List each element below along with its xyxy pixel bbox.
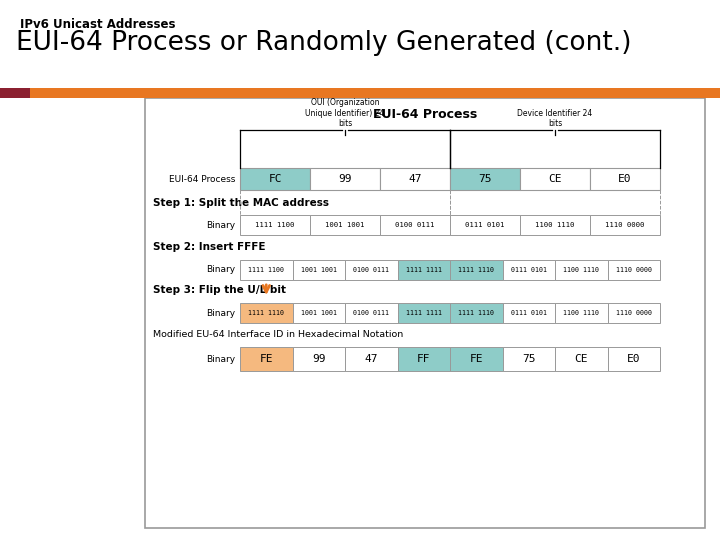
Bar [520, 215, 590, 235]
Text: 75: 75 [478, 174, 492, 184]
Text: Binary: Binary [206, 308, 235, 318]
Text: 47: 47 [364, 354, 378, 364]
Bar [450, 347, 503, 371]
Text: OUI (Organization
Unique Identifier) 24
bits: OUI (Organization Unique Identifier) 24 … [305, 98, 384, 128]
Bar [608, 260, 660, 280]
Text: 1001 1001: 1001 1001 [325, 222, 365, 228]
Text: 0111 0101: 0111 0101 [510, 267, 546, 273]
Bar [380, 215, 450, 235]
Text: 1111 1111: 1111 1111 [406, 310, 442, 316]
Text: Step 3: Flip the U/L bit: Step 3: Flip the U/L bit [153, 285, 286, 295]
Bar [590, 168, 660, 190]
Text: Binary: Binary [206, 266, 235, 274]
Text: Step 1: Split the MAC address: Step 1: Split the MAC address [153, 198, 329, 208]
Text: 0111 0101: 0111 0101 [465, 222, 505, 228]
Text: 0100 0111: 0100 0111 [354, 267, 390, 273]
Text: 1100 1110: 1100 1110 [563, 310, 599, 316]
Bar [292, 303, 345, 323]
Text: EUI-64 Process: EUI-64 Process [373, 108, 477, 121]
Text: FE: FE [469, 354, 483, 364]
Bar [503, 303, 555, 323]
Text: 1100 1110: 1100 1110 [535, 222, 575, 228]
Bar [0, 88, 30, 98]
Bar [240, 347, 292, 371]
Bar [503, 347, 555, 371]
Bar [450, 303, 503, 323]
Text: 1111 1111: 1111 1111 [406, 267, 442, 273]
Text: 1110 0000: 1110 0000 [606, 222, 644, 228]
Bar [450, 168, 520, 190]
Bar [450, 260, 503, 280]
Text: 0100 0111: 0100 0111 [395, 222, 435, 228]
Text: 1111 1100: 1111 1100 [248, 267, 284, 273]
Bar [240, 260, 292, 280]
Text: 1110 0000: 1110 0000 [616, 267, 652, 273]
Text: CE: CE [548, 174, 562, 184]
Text: FC: FC [269, 174, 282, 184]
Text: 1111 1110: 1111 1110 [248, 310, 284, 316]
Text: E0: E0 [627, 354, 641, 364]
Bar [608, 347, 660, 371]
Text: Binary: Binary [206, 220, 235, 230]
Text: IPv6 Unicast Addresses: IPv6 Unicast Addresses [20, 18, 176, 31]
Text: 1001 1001: 1001 1001 [301, 310, 337, 316]
Bar [240, 168, 310, 190]
Text: 47: 47 [408, 174, 422, 184]
Bar [345, 303, 397, 323]
Text: 99: 99 [312, 354, 325, 364]
Text: EUI-64 Process: EUI-64 Process [168, 174, 235, 184]
Text: EUI-64 Process or Randomly Generated (cont.): EUI-64 Process or Randomly Generated (co… [16, 30, 631, 56]
Bar [380, 168, 450, 190]
Text: 1111 1110: 1111 1110 [458, 310, 494, 316]
Bar [450, 215, 520, 235]
Bar [145, 98, 705, 528]
Text: Modified EU-64 Interface ID in Hexadecimal Notation: Modified EU-64 Interface ID in Hexadecim… [153, 330, 403, 339]
Bar [345, 347, 397, 371]
Bar [520, 168, 590, 190]
Text: CE: CE [575, 354, 588, 364]
Text: E0: E0 [618, 174, 631, 184]
Text: 1111 1110: 1111 1110 [458, 267, 494, 273]
Text: Binary: Binary [206, 354, 235, 363]
Bar [345, 260, 397, 280]
Bar [555, 303, 608, 323]
Bar [240, 303, 292, 323]
Bar [240, 215, 310, 235]
Text: Device Identifier 24
bits: Device Identifier 24 bits [518, 109, 593, 128]
Text: FE: FE [259, 354, 273, 364]
Text: 0111 0101: 0111 0101 [510, 310, 546, 316]
Bar [310, 168, 380, 190]
Bar [397, 347, 450, 371]
Text: FF: FF [417, 354, 431, 364]
Bar [310, 215, 380, 235]
Text: Step 2: Insert FFFE: Step 2: Insert FFFE [153, 242, 266, 252]
Text: 1001 1001: 1001 1001 [301, 267, 337, 273]
Bar [608, 303, 660, 323]
Bar [292, 260, 345, 280]
Bar [555, 260, 608, 280]
Text: 1111 1100: 1111 1100 [256, 222, 294, 228]
Bar [30, 88, 720, 98]
Bar [397, 303, 450, 323]
Bar [555, 347, 608, 371]
Bar [397, 260, 450, 280]
Bar [590, 215, 660, 235]
Text: 99: 99 [338, 174, 352, 184]
Text: 1100 1110: 1100 1110 [563, 267, 599, 273]
Text: 1110 0000: 1110 0000 [616, 310, 652, 316]
Text: 75: 75 [522, 354, 536, 364]
Bar [503, 260, 555, 280]
Text: 0100 0111: 0100 0111 [354, 310, 390, 316]
Bar [292, 347, 345, 371]
